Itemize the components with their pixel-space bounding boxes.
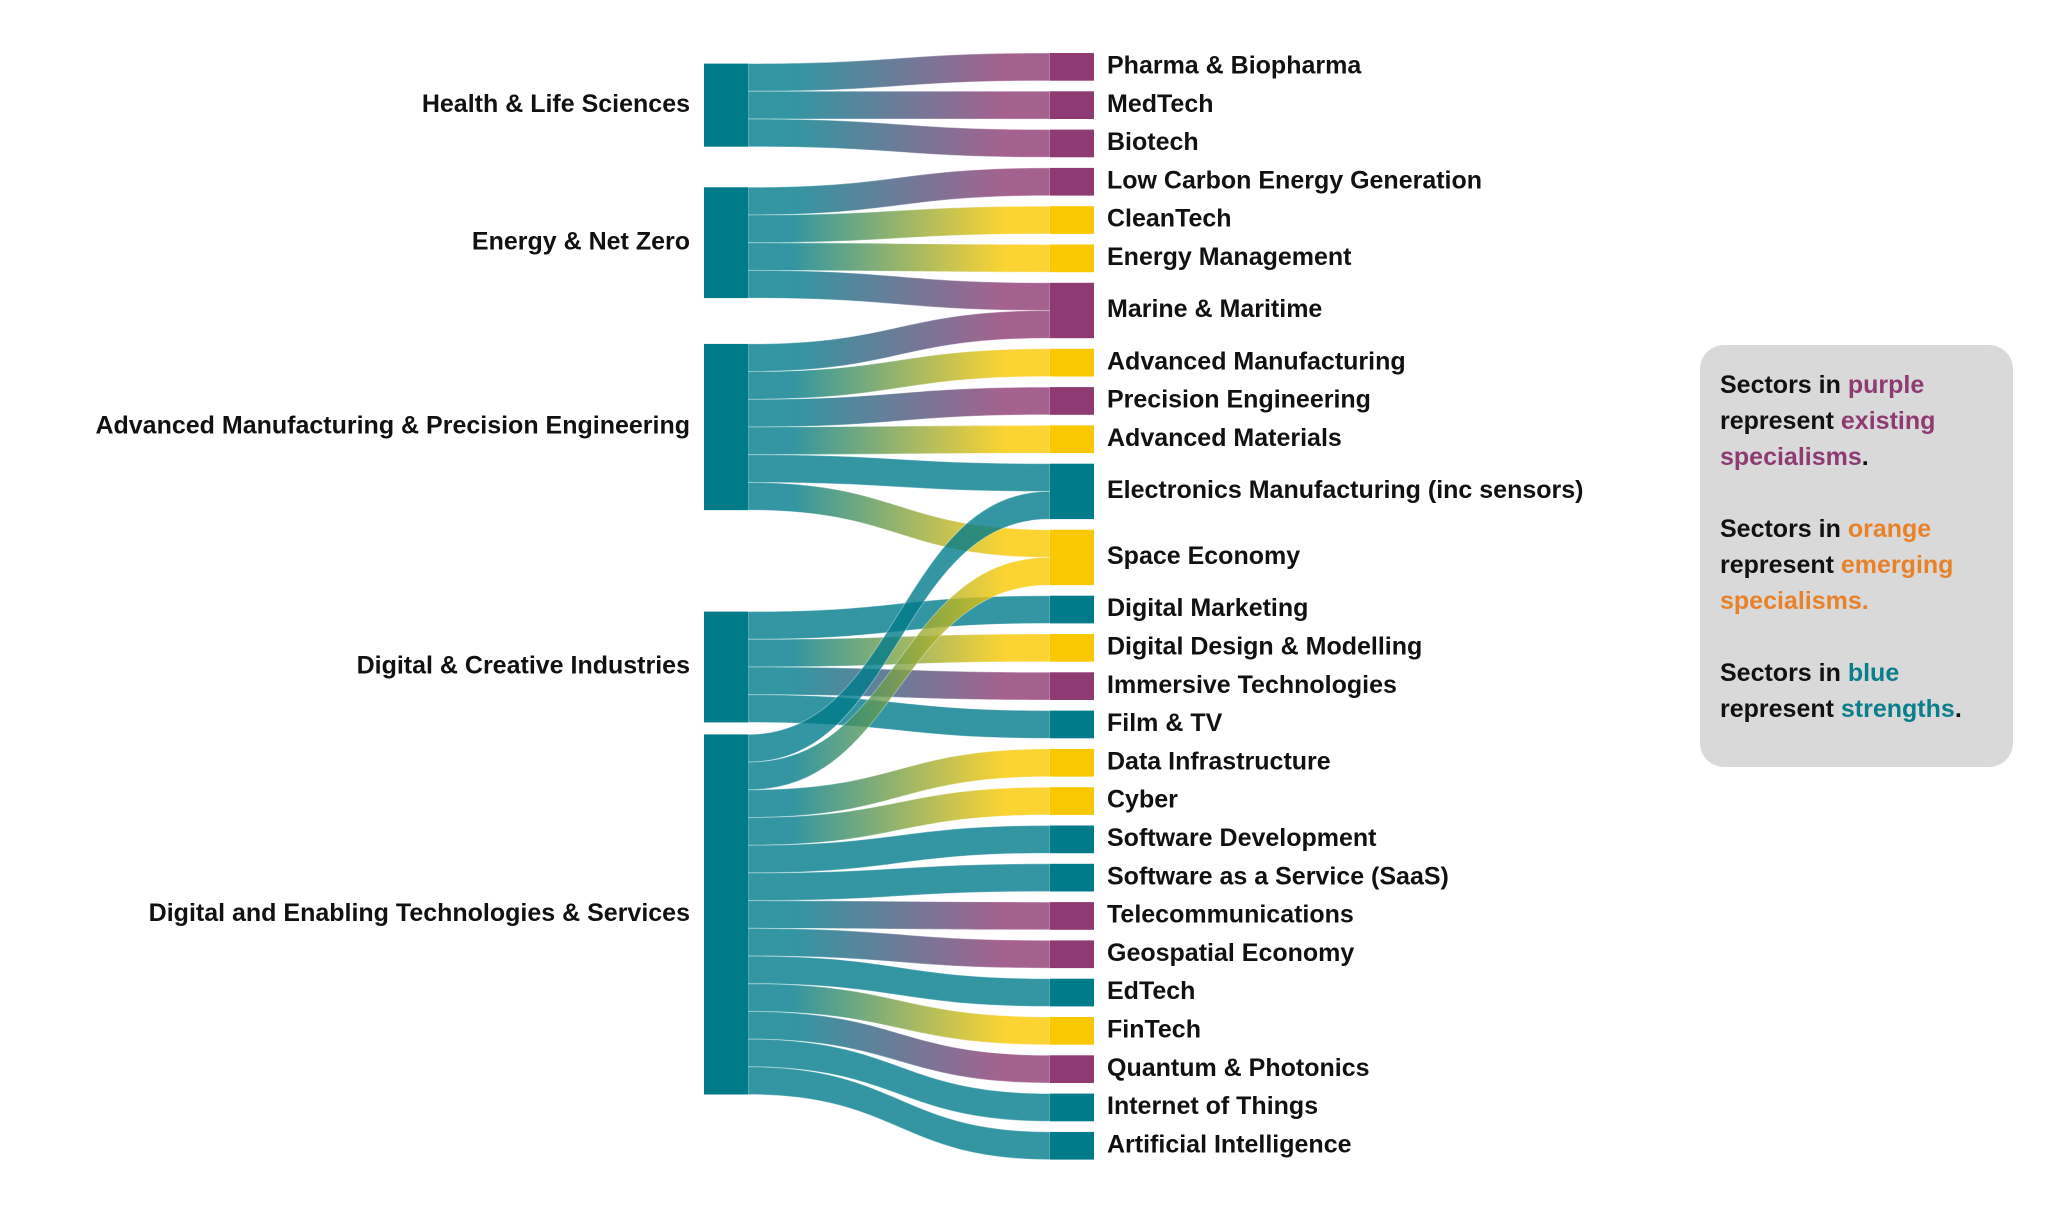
target-node bbox=[1050, 463, 1094, 520]
target-label: Software Development bbox=[1107, 824, 1377, 852]
target-node bbox=[1050, 672, 1094, 700]
target-label: Low Carbon Energy Generation bbox=[1107, 166, 1482, 194]
target-node bbox=[1050, 387, 1094, 415]
source-node bbox=[704, 734, 748, 1095]
target-node bbox=[1050, 595, 1094, 624]
target-node bbox=[1050, 529, 1094, 586]
target-label: Space Economy bbox=[1107, 542, 1300, 570]
target-node bbox=[1050, 978, 1094, 1007]
source-node bbox=[704, 343, 748, 511]
target-node bbox=[1050, 425, 1094, 454]
target-node bbox=[1050, 167, 1094, 196]
legend-text: . bbox=[1861, 443, 1869, 471]
target-label: Biotech bbox=[1107, 128, 1199, 156]
legend-text: represent bbox=[1720, 407, 1834, 435]
target-node bbox=[1050, 863, 1094, 892]
target-label: FinTech bbox=[1107, 1015, 1201, 1043]
target-node bbox=[1050, 206, 1094, 234]
target-label: EdTech bbox=[1107, 977, 1195, 1005]
target-label: Immersive Technologies bbox=[1107, 671, 1397, 699]
target-label: Software as a Service (SaaS) bbox=[1107, 862, 1449, 890]
target-label: Geospatial Economy bbox=[1107, 939, 1354, 967]
legend: Sectors in purple represent existing spec… bbox=[1700, 345, 2013, 767]
target-node bbox=[1050, 129, 1094, 158]
legend-text: purple bbox=[1847, 371, 1925, 399]
link bbox=[747, 309, 1051, 373]
target-node bbox=[1050, 1055, 1094, 1083]
target-node bbox=[1050, 902, 1094, 930]
link bbox=[747, 52, 1051, 92]
target-node bbox=[1050, 787, 1094, 815]
source-node bbox=[704, 63, 748, 147]
link bbox=[747, 1038, 1051, 1122]
legend-text: Sectors in bbox=[1720, 659, 1841, 687]
source-label: Energy & Net Zero bbox=[472, 227, 690, 255]
target-node bbox=[1050, 1017, 1094, 1045]
link bbox=[747, 269, 1051, 312]
legend-text: existing specialisms bbox=[1720, 407, 1936, 471]
link bbox=[747, 90, 1051, 120]
legend-entry: Sectors in blue represent strengths. bbox=[1720, 655, 1993, 727]
target-label: Advanced Manufacturing bbox=[1107, 347, 1406, 375]
target-label: Digital Design & Modelling bbox=[1107, 632, 1422, 660]
target-node bbox=[1050, 282, 1094, 339]
source-node bbox=[704, 611, 748, 723]
target-node bbox=[1050, 91, 1094, 119]
legend-text: Sectors in bbox=[1720, 371, 1841, 399]
legend-text: represent bbox=[1720, 695, 1834, 723]
legend-text: strengths bbox=[1840, 695, 1955, 723]
target-label: CleanTech bbox=[1107, 205, 1232, 233]
link bbox=[747, 118, 1051, 158]
target-node bbox=[1050, 348, 1094, 377]
legend-text: orange bbox=[1847, 515, 1932, 543]
source-node bbox=[704, 187, 748, 299]
target-node bbox=[1050, 940, 1094, 969]
source-label: Digital & Creative Industries bbox=[357, 652, 690, 680]
source-label: Health & Life Sciences bbox=[422, 90, 690, 118]
target-label: Electronics Manufacturing (inc sensors) bbox=[1107, 476, 1584, 504]
target-label: Marine & Maritime bbox=[1107, 295, 1322, 323]
legend-text: represent bbox=[1720, 551, 1834, 579]
target-node bbox=[1050, 710, 1094, 739]
legend-text: . bbox=[1954, 695, 1962, 723]
link bbox=[747, 900, 1051, 931]
legend-text: emerging specialisms. bbox=[1720, 551, 1954, 615]
target-label: Data Infrastructure bbox=[1107, 747, 1331, 775]
target-label: Energy Management bbox=[1107, 243, 1352, 271]
target-label: Film & TV bbox=[1107, 709, 1223, 737]
target-label: Digital Marketing bbox=[1107, 594, 1308, 622]
target-label: MedTech bbox=[1107, 90, 1214, 118]
target-node bbox=[1050, 53, 1094, 81]
target-node bbox=[1050, 748, 1094, 777]
target-node bbox=[1050, 244, 1094, 273]
link bbox=[747, 242, 1051, 273]
link bbox=[747, 167, 1051, 216]
target-node bbox=[1050, 1131, 1094, 1160]
legend-entry: Sectors in purple represent existing spec… bbox=[1720, 367, 1993, 475]
target-node bbox=[1050, 634, 1094, 662]
source-label: Advanced Manufacturing & Precision Engin… bbox=[95, 412, 690, 440]
legend-text: Sectors in bbox=[1720, 515, 1841, 543]
link bbox=[747, 424, 1051, 456]
target-label: Quantum & Photonics bbox=[1107, 1054, 1370, 1082]
target-label: Internet of Things bbox=[1107, 1092, 1318, 1120]
target-label: Pharma & Biopharma bbox=[1107, 51, 1362, 79]
target-label: Precision Engineering bbox=[1107, 386, 1371, 414]
target-label: Cyber bbox=[1107, 786, 1178, 814]
legend-text: blue bbox=[1847, 659, 1900, 687]
source-label: Digital and Enabling Technologies & Serv… bbox=[149, 899, 690, 927]
target-label: Artificial Intelligence bbox=[1107, 1130, 1352, 1158]
target-node bbox=[1050, 1093, 1094, 1122]
legend-entry: Sectors in orange represent emerging spec… bbox=[1720, 511, 1993, 619]
target-node bbox=[1050, 825, 1094, 854]
target-label: Telecommunications bbox=[1107, 901, 1354, 929]
target-label: Advanced Materials bbox=[1107, 424, 1342, 452]
